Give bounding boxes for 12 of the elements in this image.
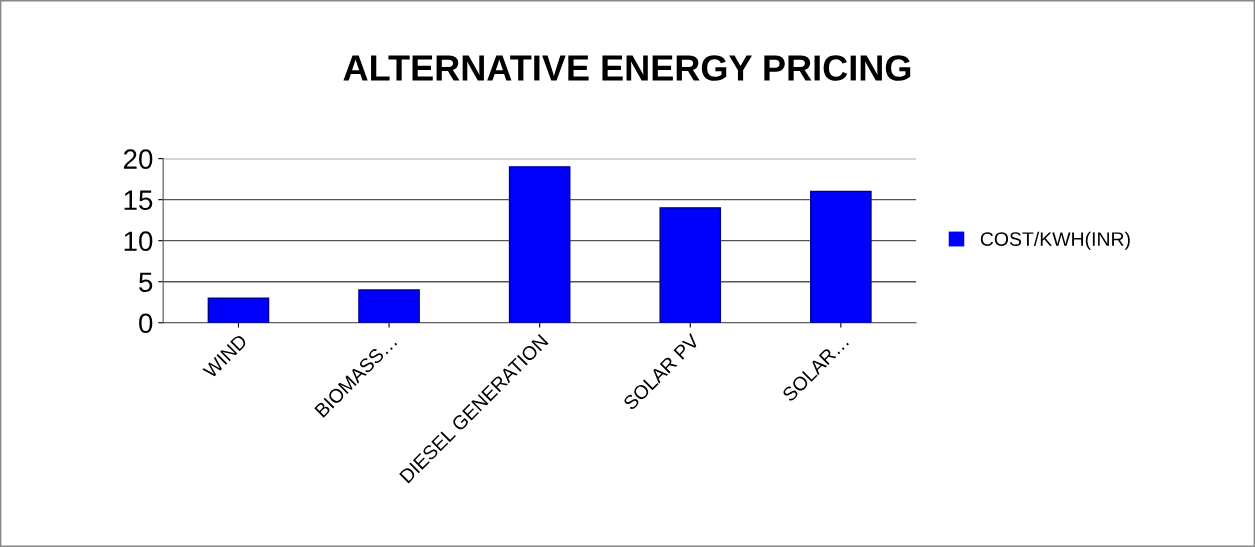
legend-label: COST/KWH(INR) bbox=[980, 231, 1130, 250]
y-tick-label: 15 bbox=[124, 190, 153, 210]
bar bbox=[207, 297, 270, 323]
bar bbox=[810, 190, 872, 323]
y-tick-label: 0 bbox=[139, 313, 153, 334]
bar bbox=[508, 166, 571, 323]
chart-title: ALTERNATIVE ENERGY PRICING bbox=[343, 55, 911, 81]
y-tick-label: 10 bbox=[124, 231, 153, 252]
y-tick-label: 20 bbox=[123, 149, 153, 169]
y-tick-label: 5 bbox=[139, 272, 153, 293]
bar bbox=[358, 289, 420, 323]
bar bbox=[659, 207, 722, 323]
